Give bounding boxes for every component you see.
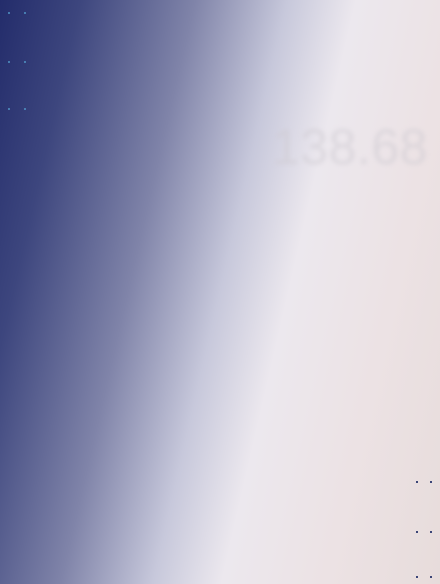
detail-row: [0, 468, 440, 498]
detail-row: [0, 522, 440, 552]
detail-row: [0, 572, 440, 584]
detail-row: [0, 414, 440, 444]
edge-dot-mark: [8, 12, 28, 15]
edge-dot-mark: [8, 108, 28, 111]
row-dots-mark: [416, 481, 438, 485]
detail-row: [0, 360, 440, 390]
edge-dot-mark: [8, 61, 28, 64]
detail-row: [0, 252, 440, 282]
row-dots-mark: [416, 531, 438, 535]
row-dots-mark: [416, 576, 438, 580]
summary-big-value: 138.68: [272, 119, 428, 175]
detail-row: [0, 306, 440, 336]
detail-row: [0, 198, 440, 228]
